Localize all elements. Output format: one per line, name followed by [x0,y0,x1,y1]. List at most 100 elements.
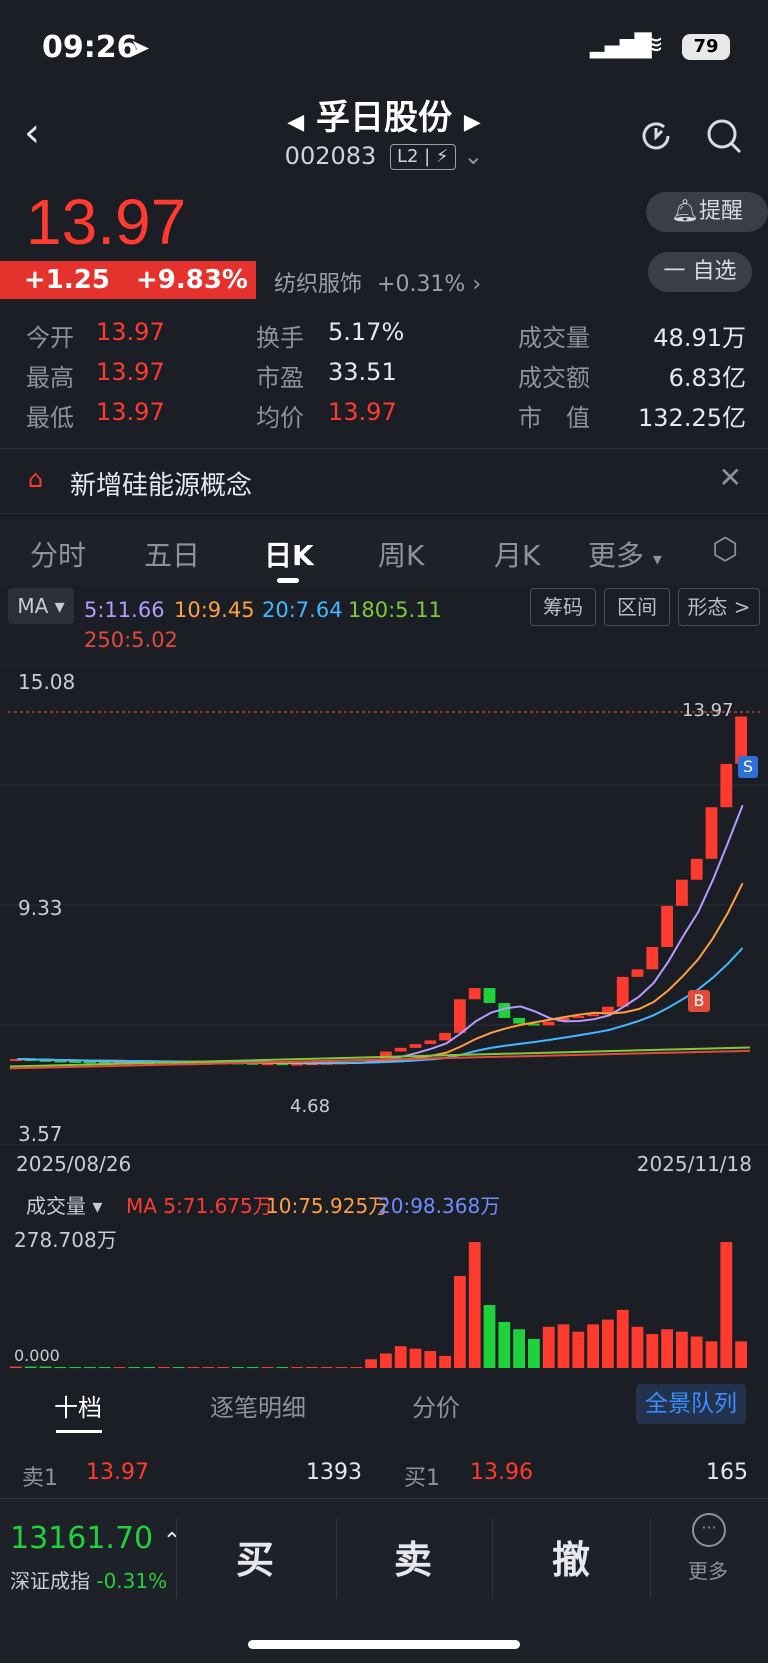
volume-bar [246,1367,259,1369]
candle [720,763,733,808]
tab-intraday[interactable]: 分时 [30,539,87,572]
level-badge[interactable]: L2 | ⚡ [389,144,456,170]
vol-max-label: 278.708万 [14,1228,117,1252]
volume-bar [572,1331,585,1368]
volume-bar [10,1366,22,1368]
chip-button[interactable]: 筹码 [530,588,596,626]
volume-bar [735,1341,747,1368]
volume-bar [187,1367,200,1369]
volume-bar [172,1367,185,1369]
tab-monthly-k[interactable]: 月K [494,539,541,572]
tab-more[interactable]: 更多 ▾ [588,539,662,572]
range-button[interactable]: 区间 [604,588,670,626]
order-book-tabs: 十档 逐笔明细 分价 全景队列 [0,1378,768,1438]
notice-text: 新增硅能源概念 [70,471,253,501]
prev-stock-icon[interactable]: ◀ [287,110,305,135]
price-change: +1.25 [24,265,110,295]
trade-footer: 13161.70 ⌃ 深证成指 -0.31% 买 卖 撤 ··· 更多 [0,1498,768,1663]
tab-underline [277,578,299,583]
ma-value: 180:5.11 [348,598,442,622]
volume-bar [587,1324,599,1368]
buy-button[interactable]: 买 [236,1538,275,1582]
stat-value: 48.91万 [653,324,746,352]
volume-bar [676,1331,688,1368]
candle [646,946,659,970]
volume-bar [54,1367,67,1369]
candle [84,1061,96,1064]
candle [261,1063,274,1066]
last-price-label: 13.97 [682,700,734,721]
candle [291,1063,303,1066]
volume-selector[interactable]: 成交量 ▾ [26,1194,103,1218]
volume-bar [261,1367,274,1369]
ma-selector-button[interactable]: MA ▾ [8,588,74,624]
back-button[interactable]: ‹ [24,110,40,156]
candle [572,1016,585,1019]
close-icon[interactable]: ✕ [718,461,742,494]
volume-bar [454,1275,466,1368]
vol-ma-20: 20:98.368万 [378,1194,501,1218]
y-mid-label: 9.33 [18,896,63,920]
refresh-icon[interactable] [636,116,676,156]
stats-row: 今开 13.97 换手 5.17% 成交量 48.91万 [0,318,768,358]
tab-weekly-k[interactable]: 周K [378,539,425,572]
tab-ten-levels[interactable]: 十档 [54,1394,102,1422]
tab-price-distribution[interactable]: 分价 [412,1394,460,1422]
stat-label: 换手 [256,324,304,352]
industry-link[interactable]: 纺织服饰 +0.31% › [274,266,481,298]
candle [409,1044,422,1048]
x-start-label: 2025/08/26 [16,1152,132,1176]
sell-marker: S [738,756,758,778]
tab-tick-detail[interactable]: 逐笔明细 [210,1394,306,1422]
next-stock-icon[interactable]: ▶ [463,110,481,135]
cancel-button[interactable]: 撤 [552,1538,591,1582]
alert-button[interactable]: 🔔︎提醒 [646,192,768,232]
change-badge: +1.25 +9.83% [0,261,256,299]
candle [557,1017,570,1022]
candle [587,1014,599,1017]
stat-label: 成交额 [518,364,590,392]
candle [676,879,688,906]
volume-bar [320,1367,333,1369]
stat-value: 132.25亿 [638,404,746,432]
watchlist-button[interactable]: 一 自选 [648,252,752,292]
vol-ma-5: MA 5:71.675万 [126,1194,273,1218]
volume-bar [705,1341,718,1368]
ma-line [17,947,744,1064]
volume-bar [424,1351,437,1368]
candle [276,1063,289,1066]
volume-chart[interactable] [0,1220,768,1370]
more-label[interactable]: 更多 [688,1559,728,1583]
stat-label: 最低 [26,404,74,432]
chevron-down-icon[interactable]: ⌄ [463,142,484,170]
sell-qty: 1393 [306,1460,362,1485]
industry-change: +0.31% [377,272,466,297]
tab-five-day[interactable]: 五日 [144,539,201,572]
more-icon[interactable]: ··· [692,1513,726,1547]
volume-bar [616,1309,629,1368]
sell-level-label: 卖1 [22,1466,58,1491]
stat-label: 均价 [256,404,304,432]
ma-value: 250:5.02 [84,628,178,652]
sell-button[interactable]: 卖 [394,1538,433,1582]
tab-daily-k[interactable]: 日K [264,539,314,572]
buy-marker: B [688,990,710,1012]
y-max-label: 15.08 [18,670,76,694]
settings-icon[interactable]: ⬡ [712,532,739,567]
page-title: ◀ 孚日股份 ▶ [0,90,768,139]
pattern-button[interactable]: 形态 > [678,588,760,626]
tab-underline [56,1430,102,1433]
candle [69,1060,81,1063]
full-queue-button[interactable]: 全景队列 [636,1384,746,1424]
stat-label: 成交量 [518,324,590,352]
candle [439,1032,451,1041]
volume-bar [394,1346,407,1368]
concept-notice[interactable]: ⌂ 新增硅能源概念 ✕ [0,448,768,514]
candle [10,1059,22,1062]
home-indicator [248,1640,520,1649]
search-icon[interactable] [704,116,744,156]
candlestick-chart[interactable] [0,665,768,1145]
low-marker-label: 4.68 [290,1096,331,1117]
volume-bar [542,1326,555,1368]
index-value[interactable]: 13161.70 ⌃ [10,1521,182,1556]
